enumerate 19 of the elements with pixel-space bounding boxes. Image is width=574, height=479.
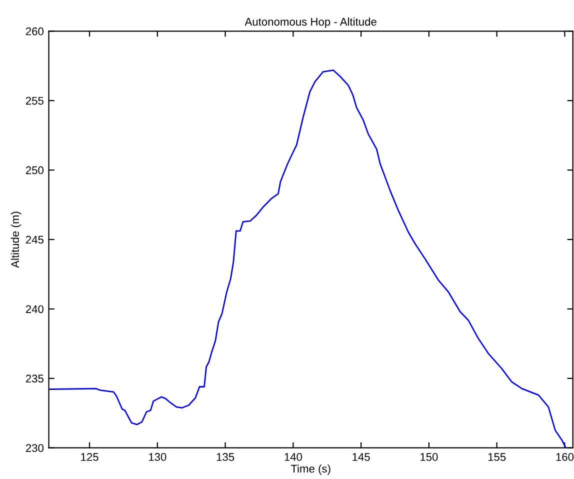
x-tick-label: 125 [81,453,98,461]
line-series [48,69,566,448]
x-tick-label: 160 [556,453,574,461]
y-tick-label: 240 [26,305,44,314]
y-tick-label: 230 [26,444,44,452]
x-tick-label: 155 [488,453,506,461]
y-axis-title: Altitude (m) [10,212,22,268]
y-tick-label: 235 [26,374,44,383]
x-tick-label: 140 [284,453,302,461]
x-axis-title: Time (s) [290,464,330,475]
y-tick-label: 245 [26,236,44,244]
x-tick-label: 150 [420,453,438,461]
y-tick-label: 255 [26,96,44,105]
x-tick-label: 130 [148,453,166,461]
chart-title: Autonomous Hop - Altitude [244,18,376,28]
y-tick-label: 250 [26,166,44,174]
x-tick-label: 145 [352,453,370,461]
y-tick-label: 260 [26,27,44,36]
x-tick-label: 135 [216,453,234,461]
